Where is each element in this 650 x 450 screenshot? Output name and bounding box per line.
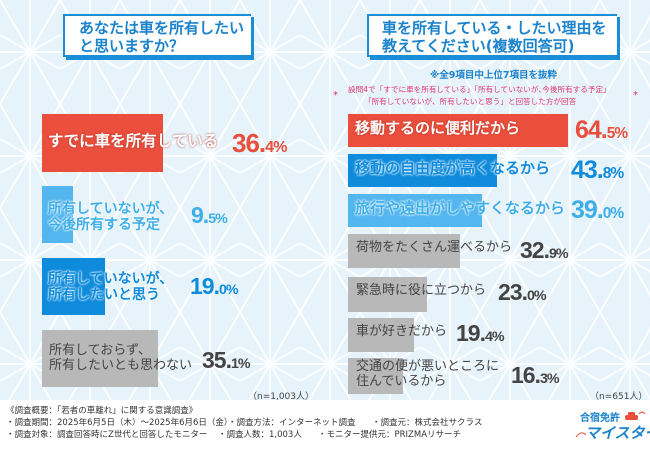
right-question-line2: 教えてください(複数回答可) [382, 37, 575, 55]
right-bar-label-4: 荷物をたくさん運べるから [356, 240, 513, 255]
left-value-3: 19.0% [190, 273, 239, 300]
right-bar-label-6: 車が好きだから [356, 324, 448, 339]
left-bar-1 [42, 114, 163, 172]
note-asterisk-left: * [333, 90, 338, 101]
right-value-4: 32.9% [520, 237, 569, 264]
right-bar-1 [348, 114, 568, 147]
footer-source: ・調査元：株式会社サクラス [372, 418, 483, 428]
left-bar-label-2-line2: 今後所有する予定 [48, 217, 160, 234]
value-big: 35. [202, 347, 232, 373]
left-value-1: 36.4% [232, 128, 287, 159]
footer-target: ・調査対象：調査回答時にZ世代と回答したモニター [6, 430, 208, 440]
left-bar-label-3-line2: 所有したいと思う [48, 287, 160, 304]
footer-method: ・調査方法：インターネット調査 [228, 418, 356, 428]
left-question-box: あなたは車を所有したい と思いますか？ [63, 14, 251, 57]
right-bar-5 [348, 277, 427, 312]
note-line2: 「所有していないが、所有したいと思う」と回答した方が回答 [364, 97, 577, 106]
footer-period: ・調査期間：2025年6月5日（木）～2025年6月6日（金） [6, 418, 233, 428]
value-big: 39. [571, 196, 604, 224]
value-small: 4% [265, 138, 287, 156]
note-asterisk-right: * [633, 90, 638, 101]
right-value-5: 23.0% [498, 279, 547, 306]
right-bar-3 [348, 194, 482, 227]
left-question-line1: あなたは車を所有したい [79, 19, 245, 37]
left-bar-label-3: 所有していないが、 所有したいと思う [48, 271, 173, 303]
value-small: 0% [602, 205, 624, 222]
left-bar-label-3-line1: 所有していないが、 [48, 271, 174, 287]
right-value-2: 43.8% [571, 156, 624, 185]
value-big: 43. [571, 156, 604, 184]
value-big: 19. [190, 273, 220, 299]
right-bar-label-2: 移動の自由度が高くなるから [355, 159, 551, 177]
footer-background [0, 400, 650, 450]
right-bar-4 [348, 234, 460, 268]
right-value-3: 39.0% [571, 196, 624, 225]
left-bar-label-4-line2: 所有したいとも思わない [49, 357, 193, 373]
left-value-2: 9.5% [191, 202, 228, 229]
right-question-box: 車を所有している・したい理由を 教えてください(複数回答可) [367, 14, 617, 57]
value-small: 1% [230, 356, 251, 372]
left-bar-4 [42, 330, 158, 387]
left-sample-size: （n=1,003人） [248, 392, 315, 402]
right-question-text: 車を所有している・したい理由を 教えてください(複数回答可) [382, 19, 607, 55]
value-small: 3% [539, 371, 560, 387]
right-bar-label-1: 移動するのに便利だから [355, 119, 521, 137]
value-big: 32. [520, 237, 550, 263]
left-bar-label-4-line1: 所有しておらず、 [49, 343, 152, 358]
value-small: 8% [602, 165, 624, 182]
right-bar-6 [348, 318, 414, 352]
logo-line2: マイスター [585, 424, 650, 442]
left-value-4: 35.1% [202, 347, 251, 374]
footer-count: ・調査人数：1,003人 [218, 430, 302, 440]
left-bar-label-1: すでに車を所有している [48, 132, 219, 150]
car-icon [625, 411, 646, 420]
right-bar-label-7: 交通の便が悪いところに 住んでいるから [356, 359, 500, 390]
right-value-7: 16.3% [511, 362, 560, 389]
left-bar-2 [42, 186, 73, 243]
note-line1: 設問4で「すでに車を所有している」「所有していないが､今後所有する予定」 [348, 85, 611, 94]
left-question-line2: と思いますか？ [79, 37, 185, 55]
right-bar-label-3: 旅行や遠出がしやすくなるから [355, 199, 565, 217]
note-top: ※全9項目中上位7項目を抜粋 [430, 70, 557, 81]
left-bar-label-2: 所有していないが、 今後所有する予定 [48, 201, 173, 233]
value-small: 0% [218, 282, 239, 298]
left-question-text: あなたは車を所有したい と思いますか？ [79, 19, 244, 55]
value-big: 64. [575, 116, 608, 144]
value-small: 9% [548, 246, 569, 262]
value-small: 5% [606, 125, 628, 142]
right-bar-label-7-line1: 交通の便が悪いところに [356, 359, 500, 374]
right-bar-label-7-line2: 住んでいるから [356, 373, 447, 389]
footer-survey-title: 《調査概要：「若者の車離れ」に関する意識調査》 [6, 406, 198, 416]
value-big: 23. [498, 279, 528, 305]
right-bar-7 [348, 358, 403, 394]
right-value-6: 19.4% [456, 320, 505, 347]
left-bar-3 [42, 258, 105, 315]
left-bar-label-4: 所有しておらず、 所有したいとも思わない [49, 343, 193, 374]
value-small: 4% [484, 329, 505, 345]
value-small: 0% [526, 288, 547, 304]
value-small: 5% [208, 211, 228, 227]
right-bar-label-5: 緊急時に役に立つから [356, 283, 487, 298]
left-bar-label-2-line1: 所有していないが、 [48, 201, 174, 217]
value-big: 16. [511, 362, 541, 388]
right-bar-2 [348, 154, 497, 187]
logo-swoosh-icon [575, 432, 587, 438]
value-big: 9. [191, 202, 209, 228]
value-big: 36. [232, 128, 266, 158]
footer-provider: ・モニター提供元：PRIZMAリサーチ [318, 430, 462, 440]
right-sample-size: （n=651人） [590, 392, 648, 402]
value-big: 19. [456, 320, 486, 346]
logo-line1: 合宿免許 [580, 413, 620, 424]
right-question-line1: 車を所有している・したい理由を [382, 19, 607, 37]
right-value-1: 64.5% [575, 116, 628, 145]
